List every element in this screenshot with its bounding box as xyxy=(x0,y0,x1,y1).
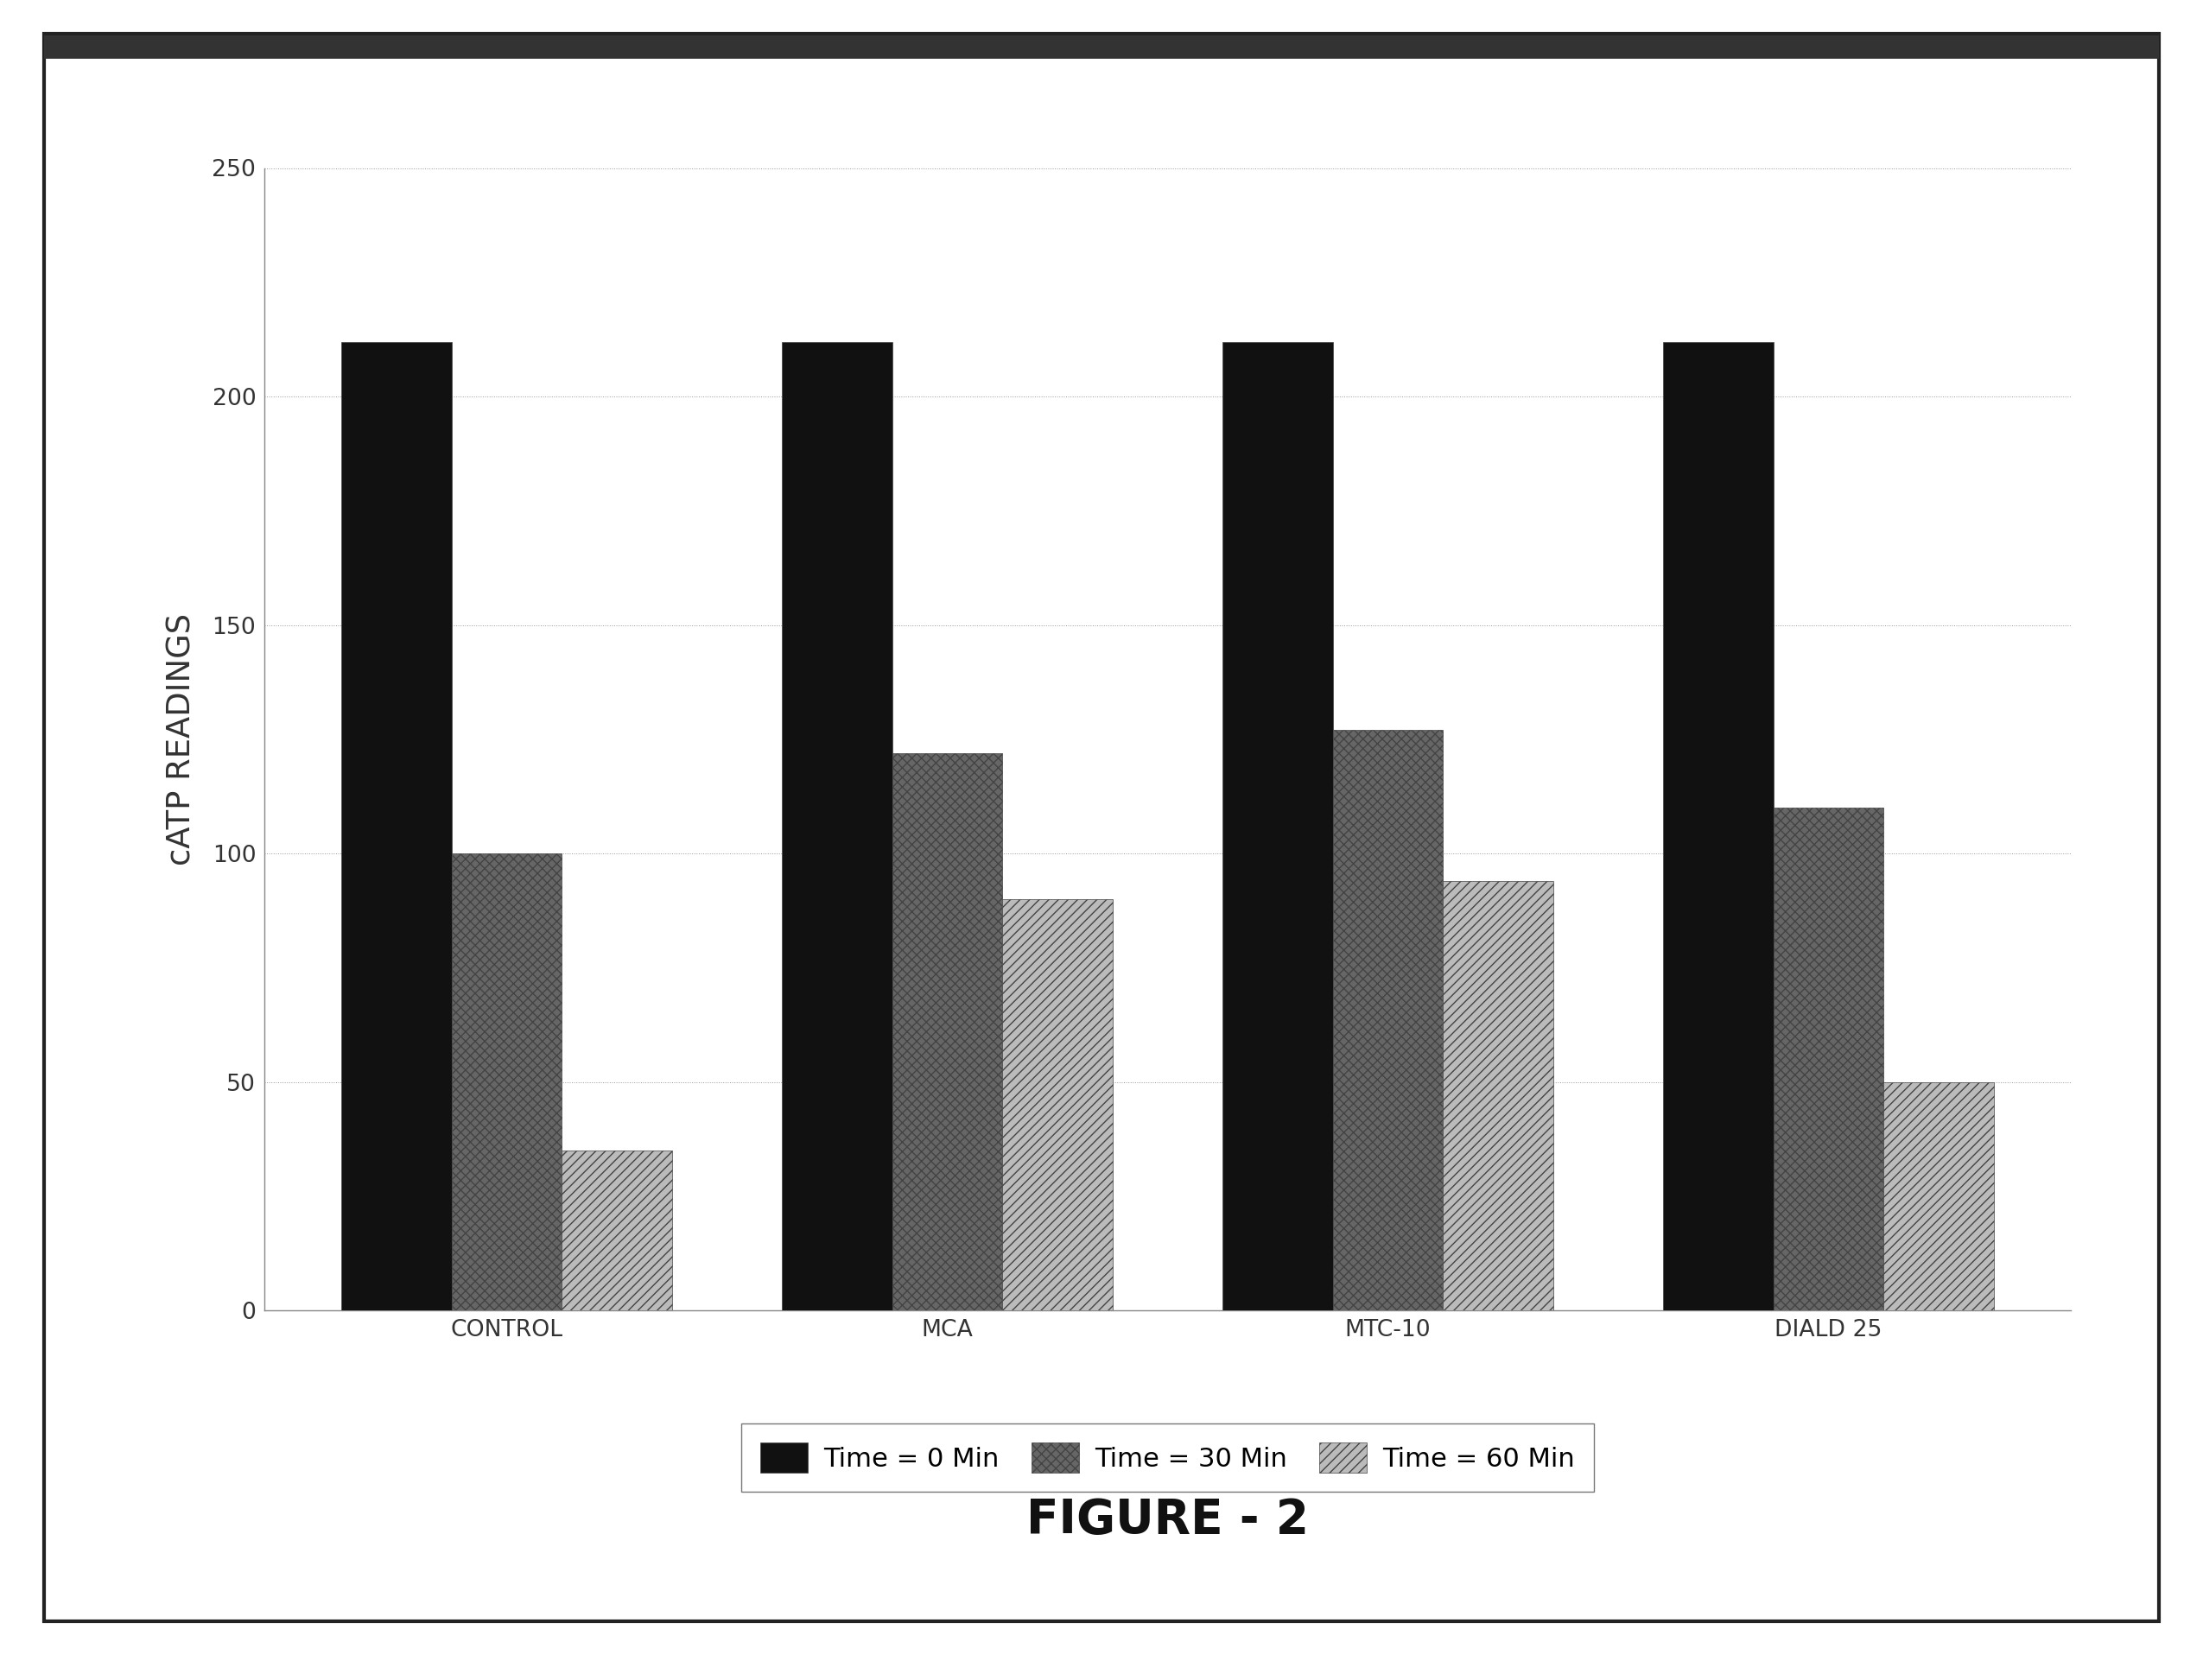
Bar xyxy=(562,1151,672,1310)
Bar xyxy=(782,341,892,1310)
Bar xyxy=(1002,899,1113,1310)
Y-axis label: cATP READINGS: cATP READINGS xyxy=(165,613,198,865)
Legend: Time = 0 Min, Time = 30 Min, Time = 60 Min: Time = 0 Min, Time = 30 Min, Time = 60 M… xyxy=(742,1423,1593,1492)
Bar xyxy=(341,341,452,1310)
Bar xyxy=(1663,341,1773,1310)
Bar xyxy=(1333,731,1443,1310)
Bar xyxy=(452,853,562,1310)
Bar xyxy=(1223,341,1333,1310)
Text: FIGURE - 2: FIGURE - 2 xyxy=(1027,1497,1309,1544)
Bar xyxy=(1773,808,1884,1310)
Bar xyxy=(1884,1082,1994,1310)
Bar xyxy=(892,753,1002,1310)
Bar xyxy=(1443,880,1553,1310)
